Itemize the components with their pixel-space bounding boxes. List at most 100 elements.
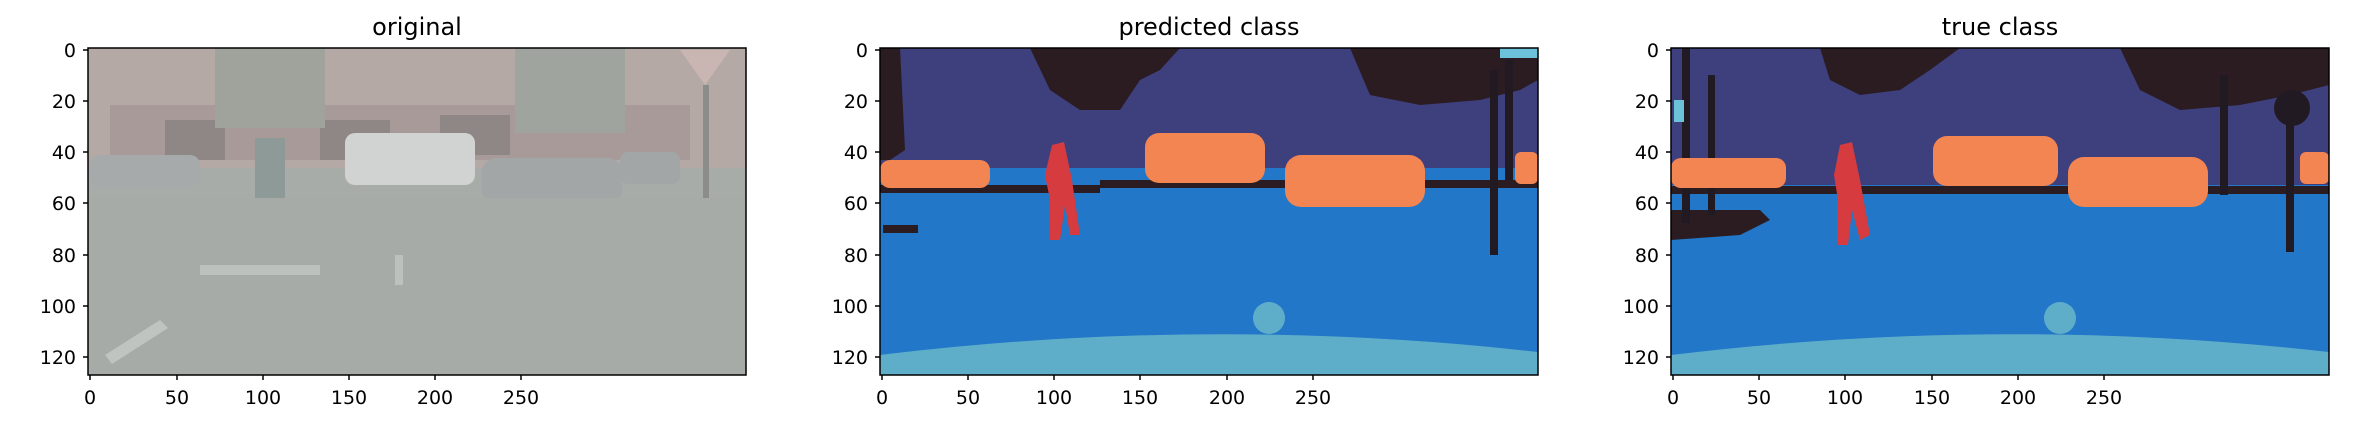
predicted-segmentation-map (880, 48, 1538, 375)
y-tick-label: 40 (844, 142, 868, 164)
seg-manhole (1253, 302, 1285, 334)
y-tick-label: 0 (1647, 40, 1659, 62)
panel-true-class: true class 0 20 (1623, 13, 2330, 409)
y-tick-label: 120 (40, 347, 76, 369)
x-tick-label: 50 (165, 387, 189, 409)
x-axis: 0 50 100 150 200 250 (84, 375, 539, 409)
photo-car (620, 152, 680, 184)
photo-tree (215, 48, 325, 128)
axes-frame (879, 47, 1539, 376)
seg-sidewalk (1671, 210, 1770, 240)
seg-car (1515, 152, 1538, 184)
true-segmentation-map (1671, 48, 2329, 375)
x-tick-label: 150 (1122, 387, 1158, 409)
photo-car (482, 158, 622, 204)
y-tick-label: 80 (1635, 245, 1659, 267)
y-axis: 0 20 40 60 80 100 120 (832, 40, 880, 369)
x-tick-label: 0 (84, 387, 96, 409)
y-tick-label: 40 (52, 142, 76, 164)
seg-sign (2274, 90, 2310, 126)
photo-car (345, 133, 475, 185)
seg-pole (2220, 75, 2228, 195)
x-tick-label: 0 (876, 387, 888, 409)
y-tick-label: 0 (64, 40, 76, 62)
seg-vegetation (880, 48, 905, 160)
x-tick-label: 50 (1747, 387, 1771, 409)
x-axis: 0 50 100 150 200 250 (1667, 375, 2122, 409)
seg-sidewalk-lower (1671, 334, 2329, 375)
x-tick-label: 250 (503, 387, 539, 409)
x-tick-label: 250 (1295, 387, 1331, 409)
seg-vegetation (1710, 48, 2329, 110)
panel-title: original (372, 13, 462, 41)
seg-sidewalk (880, 185, 1100, 193)
x-tick-label: 100 (1827, 387, 1863, 409)
axes-frame (1670, 47, 2330, 376)
y-axis: 0 20 40 60 80 100 120 (40, 40, 88, 369)
y-tick-label: 20 (1635, 91, 1659, 113)
seg-car (1671, 158, 1786, 188)
seg-car (1145, 133, 1265, 183)
photo-sign (680, 50, 730, 85)
seg-pole (2286, 90, 2294, 252)
photo-road-marking (395, 255, 403, 285)
y-tick-label: 100 (40, 296, 76, 318)
seg-pole (1682, 48, 1690, 223)
y-tick-label: 60 (844, 193, 868, 215)
x-tick-label: 200 (1209, 387, 1245, 409)
y-tick-label: 120 (832, 347, 868, 369)
seg-sky (1674, 100, 1684, 122)
seg-sidewalk (1671, 186, 2329, 194)
photo-car (90, 155, 200, 187)
photo-road (88, 198, 746, 375)
seg-sidewalk-lower (880, 334, 1538, 375)
seg-car (880, 160, 990, 188)
x-tick-label: 100 (1036, 387, 1072, 409)
y-tick-label: 80 (844, 245, 868, 267)
y-tick-label: 60 (1635, 193, 1659, 215)
x-tick-label: 0 (1667, 387, 1679, 409)
photo-road-marking (200, 265, 320, 275)
x-tick-label: 150 (331, 387, 367, 409)
seg-person (1045, 142, 1080, 240)
panel-title: true class (1942, 13, 2058, 41)
y-tick-label: 60 (52, 193, 76, 215)
y-tick-label: 100 (1623, 296, 1659, 318)
x-tick-label: 100 (245, 387, 281, 409)
seg-pole-fragment (883, 225, 918, 233)
seg-manhole (2044, 302, 2076, 334)
seg-car (2300, 152, 2329, 184)
x-tick-label: 200 (2000, 387, 2036, 409)
panel-title: predicted class (1118, 13, 1299, 41)
seg-person (1834, 142, 1870, 245)
panel-original: original 0 2 (40, 13, 747, 409)
photo-pole (703, 85, 709, 250)
seg-car (1933, 136, 2058, 186)
photo-road-marking (105, 320, 168, 364)
y-tick-label: 100 (832, 296, 868, 318)
x-axis: 0 50 100 150 200 250 (876, 375, 1331, 409)
seg-pole (1708, 75, 1715, 215)
y-tick-label: 40 (1635, 142, 1659, 164)
x-tick-label: 150 (1914, 387, 1950, 409)
y-tick-label: 120 (1623, 347, 1659, 369)
seg-sky (1500, 48, 1538, 58)
panel-predicted-class: predicted class 0 20 (832, 13, 1539, 409)
photo-tree (515, 48, 625, 133)
x-tick-label: 250 (2086, 387, 2122, 409)
x-tick-label: 200 (417, 387, 453, 409)
seg-pole (1490, 70, 1498, 255)
y-tick-label: 20 (844, 91, 868, 113)
y-tick-label: 20 (52, 91, 76, 113)
seg-vegetation (890, 48, 1538, 110)
y-tick-label: 0 (856, 40, 868, 62)
axes-frame (87, 47, 747, 376)
seg-car (2068, 157, 2208, 207)
x-tick-label: 50 (956, 387, 980, 409)
y-tick-label: 80 (52, 245, 76, 267)
seg-car (1285, 155, 1425, 207)
original-image (88, 48, 746, 375)
y-axis: 0 20 40 60 80 100 120 (1623, 40, 1671, 369)
seg-pole (1505, 60, 1513, 180)
